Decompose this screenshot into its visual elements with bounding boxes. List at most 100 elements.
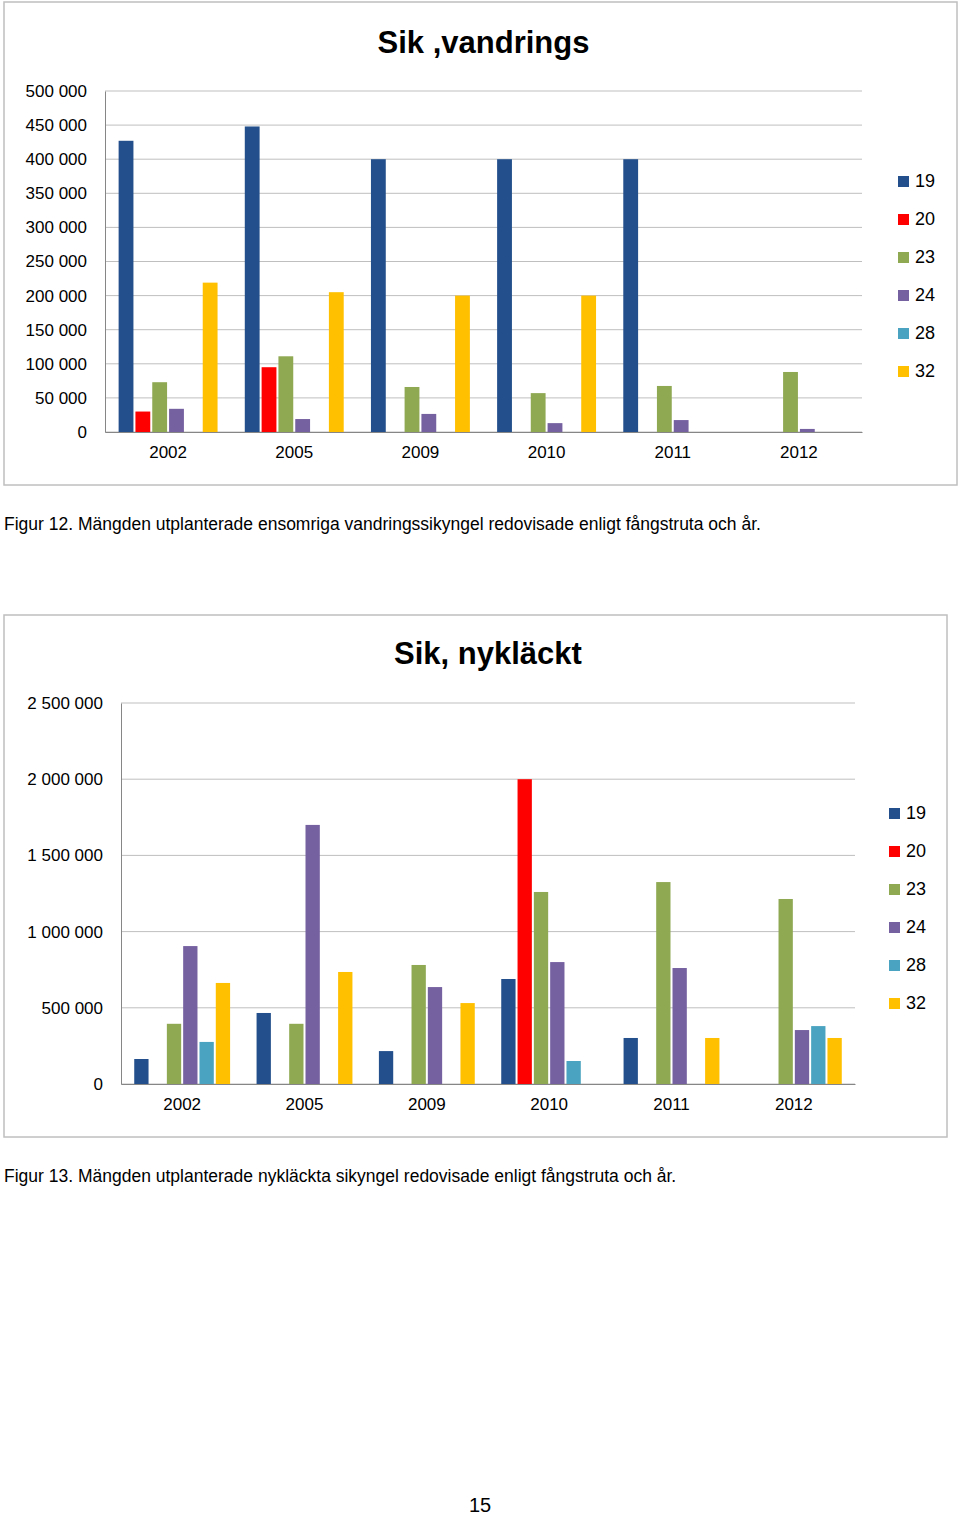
y-axis-line bbox=[121, 704, 122, 1085]
legend-label: 23 bbox=[915, 247, 935, 267]
x-axis: 200220052009201020112012 bbox=[106, 432, 863, 462]
x-tick-label: 2012 bbox=[780, 443, 818, 462]
figure-caption: Figur 12. Mängden utplanterade ensomriga… bbox=[4, 514, 761, 534]
y-tick-label: 400 000 bbox=[26, 150, 87, 169]
y-tick: 100 000 bbox=[26, 355, 105, 374]
y-tick: 1 000 000 bbox=[27, 923, 121, 942]
legend-label: 28 bbox=[906, 955, 926, 975]
y-tick-label: 150 000 bbox=[26, 321, 87, 340]
y-tick-label: 2 500 000 bbox=[27, 694, 103, 713]
y-tick-label: 250 000 bbox=[26, 252, 87, 271]
x-tick: 2009 bbox=[402, 432, 440, 462]
bar bbox=[428, 987, 442, 1084]
grid-line bbox=[105, 125, 862, 126]
y-tick: 500 000 bbox=[42, 999, 121, 1018]
y-tick-label: 0 bbox=[94, 1075, 103, 1094]
y-tick: 1 500 000 bbox=[27, 846, 121, 865]
bar bbox=[623, 159, 638, 432]
y-tick-label: 0 bbox=[78, 423, 87, 442]
x-axis-line bbox=[122, 1084, 856, 1085]
y-tick: 200 000 bbox=[26, 287, 105, 306]
y-tick-label: 50 000 bbox=[35, 389, 87, 408]
legend-swatch bbox=[889, 922, 900, 933]
grid-line bbox=[105, 261, 862, 262]
legend-swatch bbox=[889, 960, 900, 971]
bar bbox=[811, 1026, 825, 1084]
legend-label: 20 bbox=[906, 841, 926, 861]
x-tick-label: 2011 bbox=[653, 1095, 690, 1114]
bar bbox=[501, 979, 515, 1084]
grid-line bbox=[121, 779, 855, 780]
x-tick: 2010 bbox=[528, 432, 566, 462]
bar bbox=[119, 141, 134, 432]
y-tick: 450 000 bbox=[26, 116, 105, 135]
legend-swatch bbox=[889, 998, 900, 1009]
bar bbox=[534, 892, 548, 1084]
bar bbox=[455, 296, 470, 432]
bar bbox=[657, 386, 672, 432]
x-tick: 2010 bbox=[530, 1084, 568, 1114]
chart-title: Sik ,vandrings bbox=[378, 25, 590, 60]
y-tick-label: 500 000 bbox=[42, 999, 103, 1018]
bar bbox=[550, 962, 564, 1084]
grid-line bbox=[121, 1007, 855, 1008]
x-tick: 2005 bbox=[286, 1084, 324, 1114]
bar bbox=[581, 296, 596, 432]
bar bbox=[673, 968, 687, 1084]
y-tick-label: 200 000 bbox=[26, 287, 87, 306]
x-tick-label: 2002 bbox=[163, 1095, 201, 1114]
page: 0 50 000 100 000 150 000 200 000 250 000 300 0… bbox=[0, 0, 960, 1517]
bar bbox=[152, 382, 167, 432]
y-tick-label: 450 000 bbox=[26, 116, 87, 135]
chart: 0 50 000 100 000 150 000 200 000 250 000 300 0… bbox=[4, 2, 957, 485]
y-axis-line bbox=[105, 92, 106, 433]
y-tick: 0 bbox=[94, 1075, 121, 1094]
bar bbox=[548, 423, 563, 432]
x-tick-label: 2005 bbox=[286, 1095, 324, 1114]
x-tick-label: 2002 bbox=[149, 443, 187, 462]
y-tick: 150 000 bbox=[26, 321, 105, 340]
legend-label: 24 bbox=[906, 917, 926, 937]
legend-label: 32 bbox=[915, 361, 935, 381]
chart-frame bbox=[4, 615, 947, 1137]
grid-line bbox=[105, 432, 862, 433]
bar bbox=[199, 1042, 213, 1084]
chart-title: Sik, nykläckt bbox=[394, 636, 582, 671]
y-tick: 500 000 bbox=[26, 82, 105, 101]
y-tick-label: 100 000 bbox=[26, 355, 87, 374]
bar bbox=[295, 419, 310, 432]
y-tick: 0 bbox=[78, 423, 105, 442]
bar bbox=[216, 983, 230, 1084]
y-tick-label: 1 500 000 bbox=[27, 846, 103, 865]
x-tick: 2005 bbox=[275, 432, 313, 462]
x-tick-label: 2010 bbox=[530, 1095, 568, 1114]
bar bbox=[827, 1038, 841, 1084]
legend-label: 24 bbox=[915, 285, 935, 305]
y-axis: 0500 0001 000 0001 500 0002 000 0002 500… bbox=[27, 694, 121, 1094]
x-axis: 200220052009201020112012 bbox=[122, 1084, 856, 1114]
bar bbox=[135, 412, 150, 432]
bar bbox=[783, 372, 798, 432]
legend-swatch bbox=[898, 176, 909, 187]
x-tick-label: 2012 bbox=[775, 1095, 813, 1114]
x-tick-label: 2005 bbox=[275, 443, 313, 462]
y-tick: 2 500 000 bbox=[27, 694, 121, 713]
legend-swatch bbox=[898, 366, 909, 377]
bar bbox=[262, 367, 277, 432]
bars bbox=[134, 779, 842, 1084]
bar bbox=[518, 779, 532, 1084]
bar bbox=[289, 1024, 303, 1084]
bar bbox=[412, 965, 426, 1084]
bar bbox=[460, 1003, 474, 1084]
bar bbox=[167, 1024, 181, 1084]
x-tick: 2011 bbox=[653, 1084, 690, 1114]
chart-frame bbox=[4, 2, 957, 485]
legend-swatch bbox=[898, 328, 909, 339]
y-tick-label: 300 000 bbox=[26, 218, 87, 237]
bar bbox=[497, 159, 512, 432]
grid-line bbox=[121, 931, 855, 932]
bar bbox=[306, 825, 320, 1084]
x-tick: 2012 bbox=[780, 432, 818, 462]
bar bbox=[705, 1038, 719, 1084]
bar bbox=[203, 283, 218, 432]
